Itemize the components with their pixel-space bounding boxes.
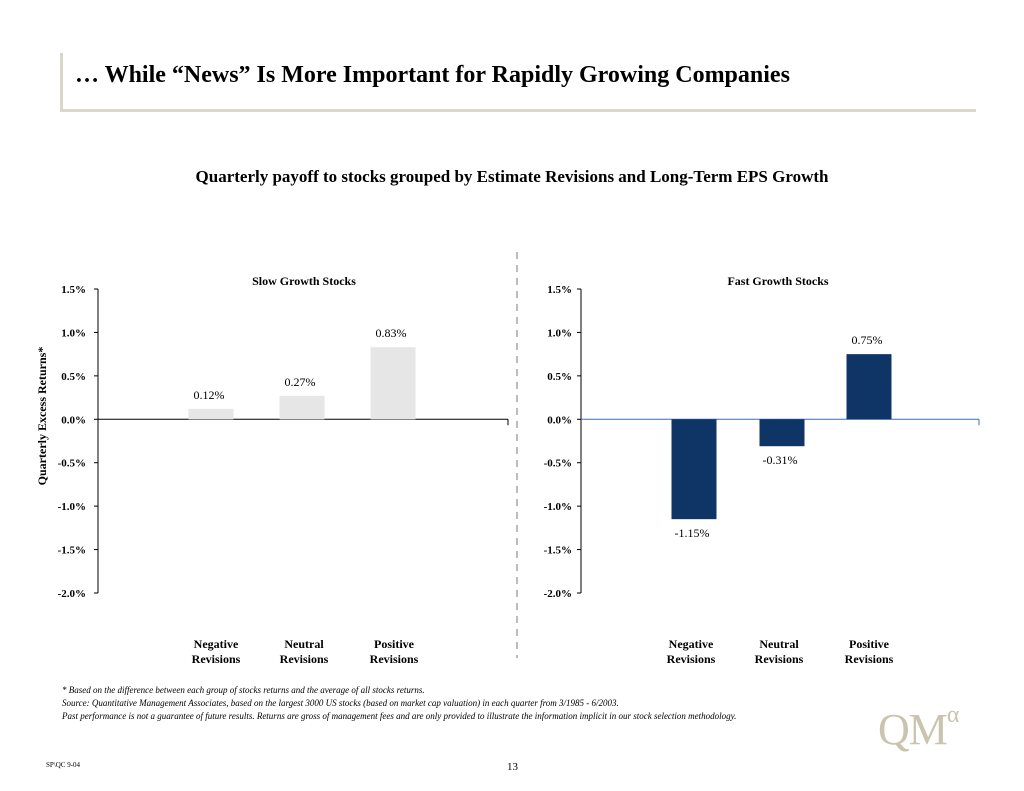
- category-label: Neutral Revisions: [755, 637, 804, 666]
- y-tick-label: 0.0%: [547, 414, 572, 426]
- y-axis-title: Quarterly Excess Returns*: [35, 347, 49, 486]
- chart-title: Fast Growth Stocks: [727, 274, 828, 288]
- data-label: 0.12%: [194, 388, 225, 402]
- y-tick-label: -1.5%: [544, 545, 572, 557]
- y-tick-label: 0.5%: [547, 371, 572, 383]
- category-label: Negative Revisions: [192, 637, 241, 666]
- data-label: 0.27%: [285, 375, 316, 389]
- logo-text: QM: [878, 705, 948, 754]
- footnotes: * Based on the difference between each g…: [62, 684, 736, 723]
- y-tick-label: -0.5%: [544, 458, 572, 470]
- category-label: Positive Revisions: [370, 637, 419, 666]
- y-tick-label: -0.5%: [58, 458, 86, 470]
- data-label: -0.31%: [763, 453, 798, 467]
- footnote-source: Source: Quantitative Management Associat…: [62, 698, 619, 708]
- bar-3: [846, 354, 892, 420]
- bar-2: [279, 395, 325, 420]
- page-title: … While “News” Is More Important for Rap…: [75, 62, 790, 88]
- y-tick-label: -1.5%: [58, 545, 86, 557]
- y-tick-label: 1.0%: [61, 327, 86, 339]
- category-label: Neutral Revisions: [280, 637, 329, 666]
- data-label: 0.83%: [376, 326, 407, 340]
- y-tick-label: -1.0%: [544, 501, 572, 513]
- document-code: SP\QC 9-04: [46, 761, 81, 769]
- chart-subtitle: Quarterly payoff to stocks grouped by Es…: [195, 167, 829, 186]
- category-label: Negative Revisions: [667, 637, 716, 666]
- data-label: 0.75%: [852, 333, 883, 347]
- bar-1: [671, 419, 717, 520]
- qma-logo: QMα: [878, 702, 960, 755]
- y-tick-label: -1.0%: [58, 501, 86, 513]
- y-tick-label: 0.5%: [61, 371, 86, 383]
- bar-1: [188, 408, 234, 420]
- footnote-disclaimer: Past performance is not a guarantee of f…: [62, 711, 737, 721]
- bar-2: [759, 419, 805, 447]
- bar-3: [370, 347, 416, 420]
- title-bar: [60, 53, 976, 112]
- page-number: 13: [507, 761, 518, 773]
- y-tick-label: 0.0%: [61, 414, 86, 426]
- y-tick-label: 1.0%: [547, 327, 572, 339]
- footnote-basis: * Based on the difference between each g…: [62, 685, 425, 695]
- data-label: -1.15%: [675, 526, 710, 540]
- y-tick-label: -2.0%: [58, 588, 86, 600]
- y-tick-label: 1.5%: [547, 284, 572, 296]
- chart-title: Slow Growth Stocks: [252, 274, 356, 288]
- category-label: Positive Revisions: [845, 637, 894, 666]
- logo-alpha: α: [946, 702, 960, 728]
- y-tick-label: -2.0%: [544, 588, 572, 600]
- y-tick-label: 1.5%: [61, 284, 86, 296]
